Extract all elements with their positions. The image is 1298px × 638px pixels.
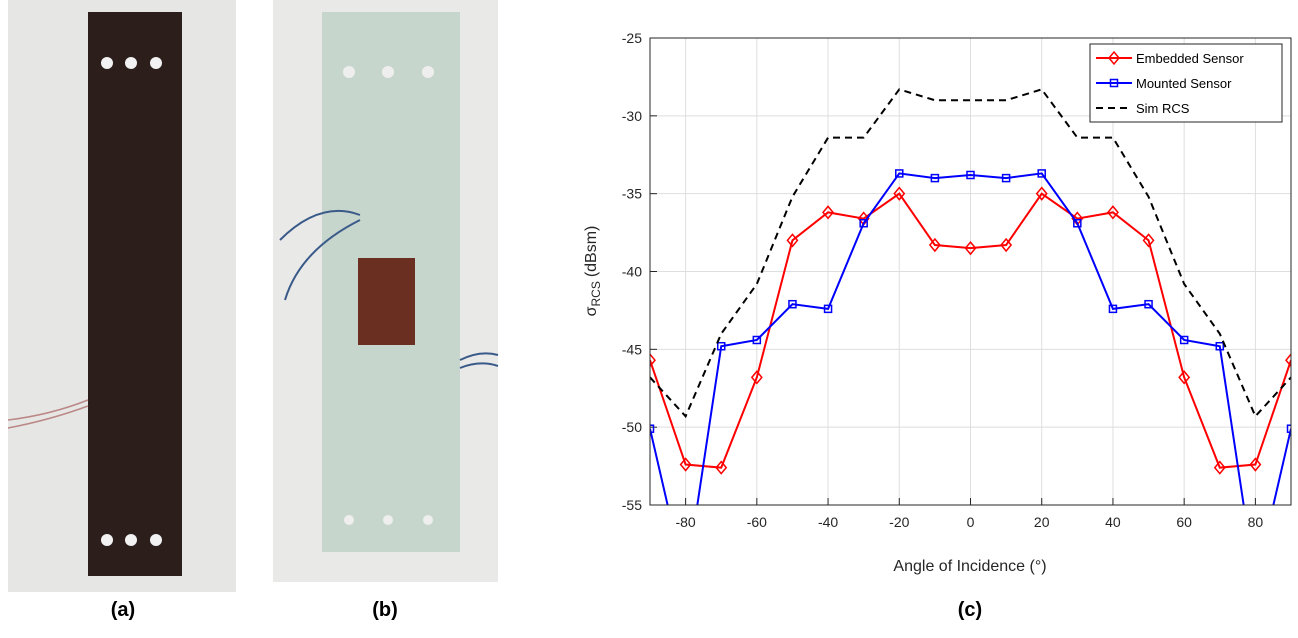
x-tick-label: 40 [1105, 514, 1121, 530]
marker [650, 424, 655, 433]
marker [964, 240, 977, 256]
plot-border [649, 37, 1292, 506]
marker [752, 335, 762, 345]
y-label-subscript: RCS [589, 281, 603, 306]
marker [650, 353, 656, 368]
panel-label: (b) [372, 599, 398, 621]
marker [1249, 457, 1262, 472]
y-tick-label: -30 [622, 108, 642, 124]
marker [823, 304, 833, 314]
series-line [650, 192, 1291, 469]
marker [1109, 78, 1119, 88]
legend: Embedded Sensor Mounted Sensor Sim RCS [1089, 43, 1283, 123]
marker [1144, 299, 1153, 309]
x-axis-label: Angle of Incidence (°) [893, 558, 1046, 575]
panel-label: (c) [958, 599, 982, 621]
marker [1106, 205, 1119, 220]
marker [1108, 304, 1118, 314]
series-line [650, 172, 1291, 505]
marker [1108, 50, 1120, 66]
marker [1142, 233, 1155, 248]
marker [1179, 335, 1189, 345]
marker [1178, 370, 1191, 385]
marker [966, 170, 975, 180]
y-tick-label: -50 [622, 419, 642, 435]
marker [1000, 237, 1013, 253]
y-tick-label: -25 [622, 30, 642, 46]
plot-clip [650, 88, 1291, 586]
marker [1001, 173, 1011, 183]
marker [822, 205, 835, 220]
legend-label: Mounted Sensor [1136, 76, 1232, 91]
marker [682, 579, 689, 586]
x-tick-label: -20 [889, 514, 909, 530]
marker [716, 341, 726, 351]
x-tick-label: 20 [1034, 514, 1050, 530]
y-tick-label: -55 [622, 497, 642, 513]
marker [1037, 169, 1046, 178]
marker [715, 460, 728, 475]
marker [788, 299, 797, 309]
marker [928, 237, 941, 253]
marker [1286, 424, 1291, 433]
panel-label: (a) [111, 599, 135, 621]
y-label-symbol: σ [583, 306, 600, 316]
y-tick-label: -35 [622, 186, 642, 202]
marker [859, 218, 868, 228]
y-tick-label: -45 [622, 341, 642, 357]
legend-label: Sim RCS [1136, 101, 1190, 116]
marker [1073, 218, 1082, 228]
x-tick-label: -40 [818, 514, 838, 530]
marker [930, 173, 940, 183]
photo-b [273, 0, 499, 582]
marker [786, 233, 799, 248]
marker [1035, 186, 1048, 201]
series-line [650, 88, 1291, 419]
marker [1213, 460, 1226, 475]
y-tick-label: -40 [622, 264, 642, 280]
y-axis-label: σRCS (dBsm) [583, 226, 603, 317]
legend-label: Embedded Sensor [1136, 51, 1244, 66]
marker [895, 169, 904, 178]
y-label-unit: (dBsm) [583, 226, 600, 278]
x-tick-label: -80 [675, 514, 695, 530]
x-tick-label: -60 [747, 514, 767, 530]
photo-a [7, 0, 236, 592]
marker [893, 186, 906, 201]
marker [1215, 341, 1225, 351]
marker [750, 370, 763, 385]
marker [679, 457, 692, 472]
x-tick-label: 60 [1176, 514, 1192, 530]
x-tick-label: 0 [967, 514, 975, 530]
marker [1252, 579, 1259, 586]
x-tick-label: 80 [1248, 514, 1264, 530]
marker [1285, 353, 1291, 368]
